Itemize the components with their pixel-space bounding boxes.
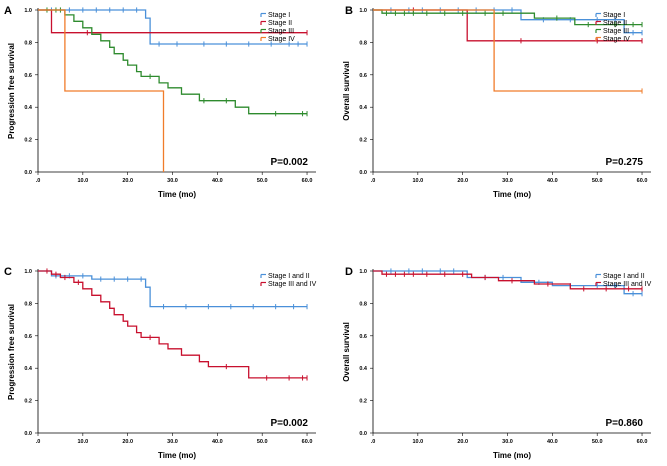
y-tick-label: 0.6 (24, 73, 32, 79)
survival-curve-a-0 (38, 9, 307, 45)
x-tick-label: 50.0 (257, 178, 268, 184)
x-tick-label: 40.0 (547, 178, 558, 184)
y-tick-label: 0.6 (24, 334, 32, 340)
y-axis-title: Overall survival (342, 322, 351, 382)
x-tick-label: 30.0 (167, 178, 178, 184)
y-tick-label: 0.4 (24, 366, 33, 372)
y-tick-label: 0.8 (359, 301, 367, 307)
y-tick-label: 0.0 (359, 170, 367, 176)
x-axis-title: Time (mo) (493, 451, 531, 460)
y-tick-label: 0.2 (24, 399, 32, 405)
x-tick-label: 30.0 (167, 439, 178, 445)
x-tick-label: 10.0 (77, 178, 88, 184)
chart-panel-a: A 0.0 0.2 0.4 0.6 0.8 1.0 .0 10.0 20.0 30.0 40.0 50.… (4, 5, 316, 199)
p-value-label: P=0.002 (270, 157, 308, 168)
x-tick-label: 60.0 (637, 439, 648, 445)
y-tick-label: 0.6 (359, 334, 367, 340)
y-tick-label: 1.0 (24, 8, 32, 14)
legend-entry: Stage II (268, 20, 292, 27)
x-tick-label: 50.0 (592, 439, 603, 445)
x-tick-label: .0 (371, 178, 376, 184)
legend-entry: Stage I (603, 12, 625, 19)
y-axis-title: Progression free survival (7, 304, 16, 400)
x-tick-label: 30.0 (502, 178, 513, 184)
x-tick-label: 60.0 (637, 178, 648, 184)
chart-panel-d: D 0.0 0.2 0.4 0.6 0.8 1.0 .0 10.0 20.0 30.0 40.0 50.… (342, 266, 652, 460)
x-tick-label: 60.0 (302, 178, 313, 184)
y-tick-label: 0.0 (359, 431, 367, 437)
x-tick-label: 40.0 (212, 178, 223, 184)
p-value-label: P=0.002 (270, 418, 308, 429)
y-tick-label: 1.0 (24, 269, 32, 275)
y-tick-label: 0.8 (24, 40, 32, 46)
y-axis-title: Progression free survival (7, 43, 16, 139)
survival-curve-a-3 (38, 9, 165, 172)
panel-letter-d: D (345, 266, 353, 278)
x-tick-label: 50.0 (592, 178, 603, 184)
legend-entry: Stage I and II (603, 273, 645, 280)
x-tick-label: 20.0 (457, 178, 468, 184)
y-tick-label: 0.4 (359, 105, 368, 111)
x-tick-label: 40.0 (212, 439, 223, 445)
x-tick-label: .0 (36, 178, 41, 184)
legend-entry: Stage I (268, 12, 290, 19)
x-axis-title: Time (mo) (158, 451, 196, 460)
y-tick-label: 0.2 (359, 399, 367, 405)
y-tick-label: 0.8 (24, 301, 32, 307)
y-tick-label: 0.0 (24, 431, 32, 437)
panel-letter-a: A (4, 5, 12, 17)
survival-curve-b-0 (373, 9, 642, 34)
y-tick-label: 0.0 (24, 170, 32, 176)
x-tick-label: 10.0 (412, 178, 423, 184)
y-tick-label: 0.2 (24, 138, 32, 144)
survival-curve-c-0 (38, 270, 307, 308)
chart-panel-c: C 0.0 0.2 0.4 0.6 0.8 1.0 .0 10.0 20.0 30.0 40.0 50.… (4, 266, 317, 460)
legend-entry: Stage I and II (268, 273, 310, 280)
x-tick-label: 20.0 (122, 439, 133, 445)
y-tick-label: 1.0 (359, 8, 367, 14)
x-tick-label: .0 (371, 439, 376, 445)
x-tick-label: 20.0 (457, 439, 468, 445)
y-tick-label: 0.4 (359, 366, 368, 372)
x-tick-label: 10.0 (77, 439, 88, 445)
x-tick-label: 60.0 (302, 439, 313, 445)
survival-curve-b-3 (373, 9, 642, 92)
y-tick-label: 0.8 (359, 40, 367, 46)
legend-entry: Stage III and IV (603, 281, 652, 288)
legend-entry: Stage III (268, 28, 294, 35)
y-tick-label: 0.4 (24, 105, 33, 111)
x-axis-title: Time (mo) (493, 190, 531, 199)
p-value-label: P=0.860 (605, 418, 643, 429)
legend-entry: Stage II (603, 20, 627, 27)
x-tick-label: 30.0 (502, 439, 513, 445)
survival-curve-a-2 (38, 9, 307, 115)
y-tick-label: 0.6 (359, 73, 367, 79)
x-tick-label: 50.0 (257, 439, 268, 445)
survival-curve-c-1 (38, 270, 307, 379)
y-axis-title: Overall survival (342, 61, 351, 121)
x-axis-title: Time (mo) (158, 190, 196, 199)
x-tick-label: 20.0 (122, 178, 133, 184)
x-tick-label: .0 (36, 439, 41, 445)
legend-entry: Stage IV (603, 36, 630, 43)
x-tick-label: 40.0 (547, 439, 558, 445)
p-value-label: P=0.275 (605, 157, 643, 168)
legend-entry: Stage III (603, 28, 629, 35)
legend-entry: Stage IV (268, 36, 295, 43)
y-tick-label: 1.0 (359, 269, 367, 275)
panel-letter-c: C (4, 266, 12, 278)
legend-entry: Stage III and IV (268, 281, 317, 288)
y-tick-label: 0.2 (359, 138, 367, 144)
survival-curve-d-1 (373, 270, 642, 290)
chart-panel-b: B 0.0 0.2 0.4 0.6 0.8 1.0 .0 10.0 20.0 30.0 40.0 50.… (342, 5, 651, 199)
x-tick-label: 10.0 (412, 439, 423, 445)
panel-letter-b: B (345, 5, 353, 17)
